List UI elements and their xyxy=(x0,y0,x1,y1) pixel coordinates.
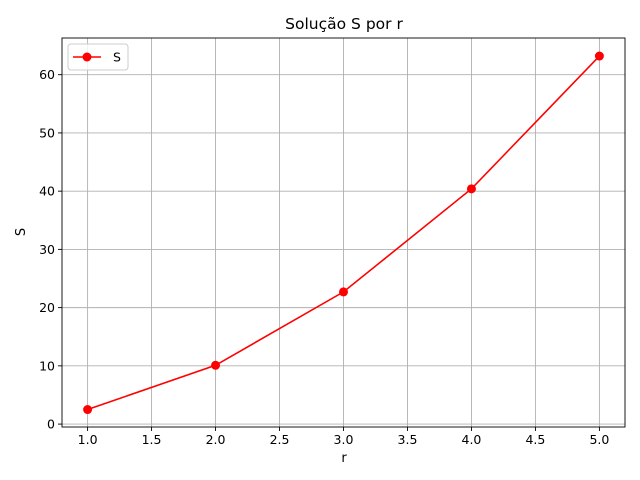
data-point xyxy=(339,287,348,297)
y-tick-label: 60 xyxy=(39,67,55,82)
data-point xyxy=(466,184,476,194)
series-layer xyxy=(83,51,604,415)
chart-title: Solução S por r xyxy=(285,15,403,33)
x-tick-label: 3.5 xyxy=(398,432,418,447)
x-axis-label: r xyxy=(341,451,347,466)
x-axis-ticks: 1.0 1.5 2.0 2.5 3.0 3.5 4.0 4.5 5.0 xyxy=(78,427,609,447)
x-tick-label: 3.0 xyxy=(334,432,354,447)
y-tick-label: 50 xyxy=(39,125,55,140)
x-tick-label: 4.5 xyxy=(525,432,545,447)
legend-label: S xyxy=(113,50,121,65)
y-tick-label: 10 xyxy=(39,358,55,373)
y-tick-label: 40 xyxy=(39,184,55,199)
data-point xyxy=(594,51,604,61)
grid xyxy=(62,38,625,427)
x-tick-label: 2.0 xyxy=(206,432,226,447)
y-tick-label: 20 xyxy=(39,300,55,315)
legend-marker xyxy=(82,52,92,62)
x-tick-label: 4.0 xyxy=(462,432,482,447)
x-tick-label: 5.0 xyxy=(589,432,609,447)
data-point xyxy=(83,405,93,415)
y-tick-label: 30 xyxy=(39,242,55,257)
x-tick-label: 2.5 xyxy=(270,432,290,447)
x-tick-label: 1.5 xyxy=(142,432,162,447)
x-tick-label: 1.0 xyxy=(78,432,98,447)
y-axis-ticks: 0 10 20 30 40 50 60 xyxy=(39,67,62,432)
y-axis-label: S xyxy=(14,228,29,236)
legend: S xyxy=(67,43,129,71)
y-tick-label: 0 xyxy=(47,417,55,432)
data-point xyxy=(211,360,221,370)
